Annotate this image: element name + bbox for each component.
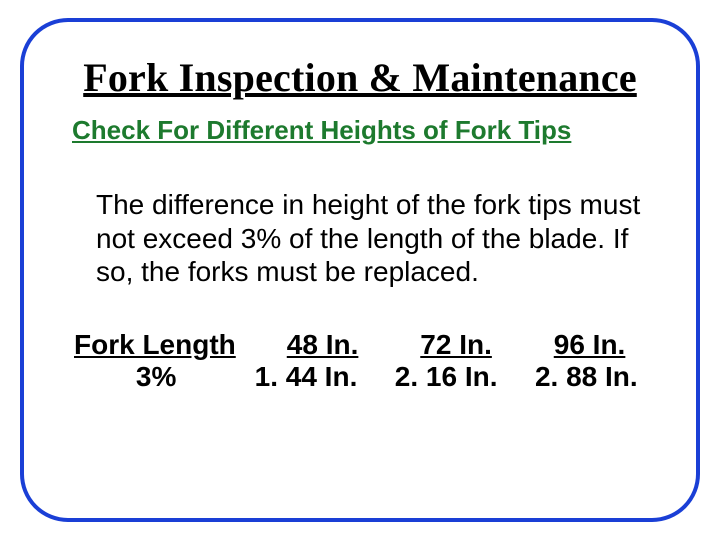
slide: Fork Inspection & Maintenance Check For … bbox=[0, 0, 720, 540]
table-header-row: Fork Length 48 In. 72 In. 96 In. bbox=[74, 329, 654, 361]
data-col-2: 2. 16 In. bbox=[374, 361, 519, 393]
table-data-row: 3% 1. 44 In. 2. 16 In. 2. 88 In. bbox=[74, 361, 654, 393]
data-col-1: 1. 44 In. bbox=[238, 361, 373, 393]
slide-card: Fork Inspection & Maintenance Check For … bbox=[20, 18, 700, 522]
spec-table: Fork Length 48 In. 72 In. 96 In. 3% 1. 4… bbox=[74, 329, 654, 393]
slide-subtitle: Check For Different Heights of Fork Tips bbox=[72, 115, 654, 146]
data-label: 3% bbox=[74, 361, 238, 393]
header-col-2: 72 In. bbox=[387, 329, 525, 361]
header-label: Fork Length bbox=[74, 329, 258, 361]
body-text: The difference in height of the fork tip… bbox=[96, 188, 644, 289]
slide-title: Fork Inspection & Maintenance bbox=[66, 54, 654, 101]
header-col-1: 48 In. bbox=[258, 329, 387, 361]
header-col-3: 96 In. bbox=[525, 329, 654, 361]
data-col-3: 2. 88 In. bbox=[519, 361, 654, 393]
